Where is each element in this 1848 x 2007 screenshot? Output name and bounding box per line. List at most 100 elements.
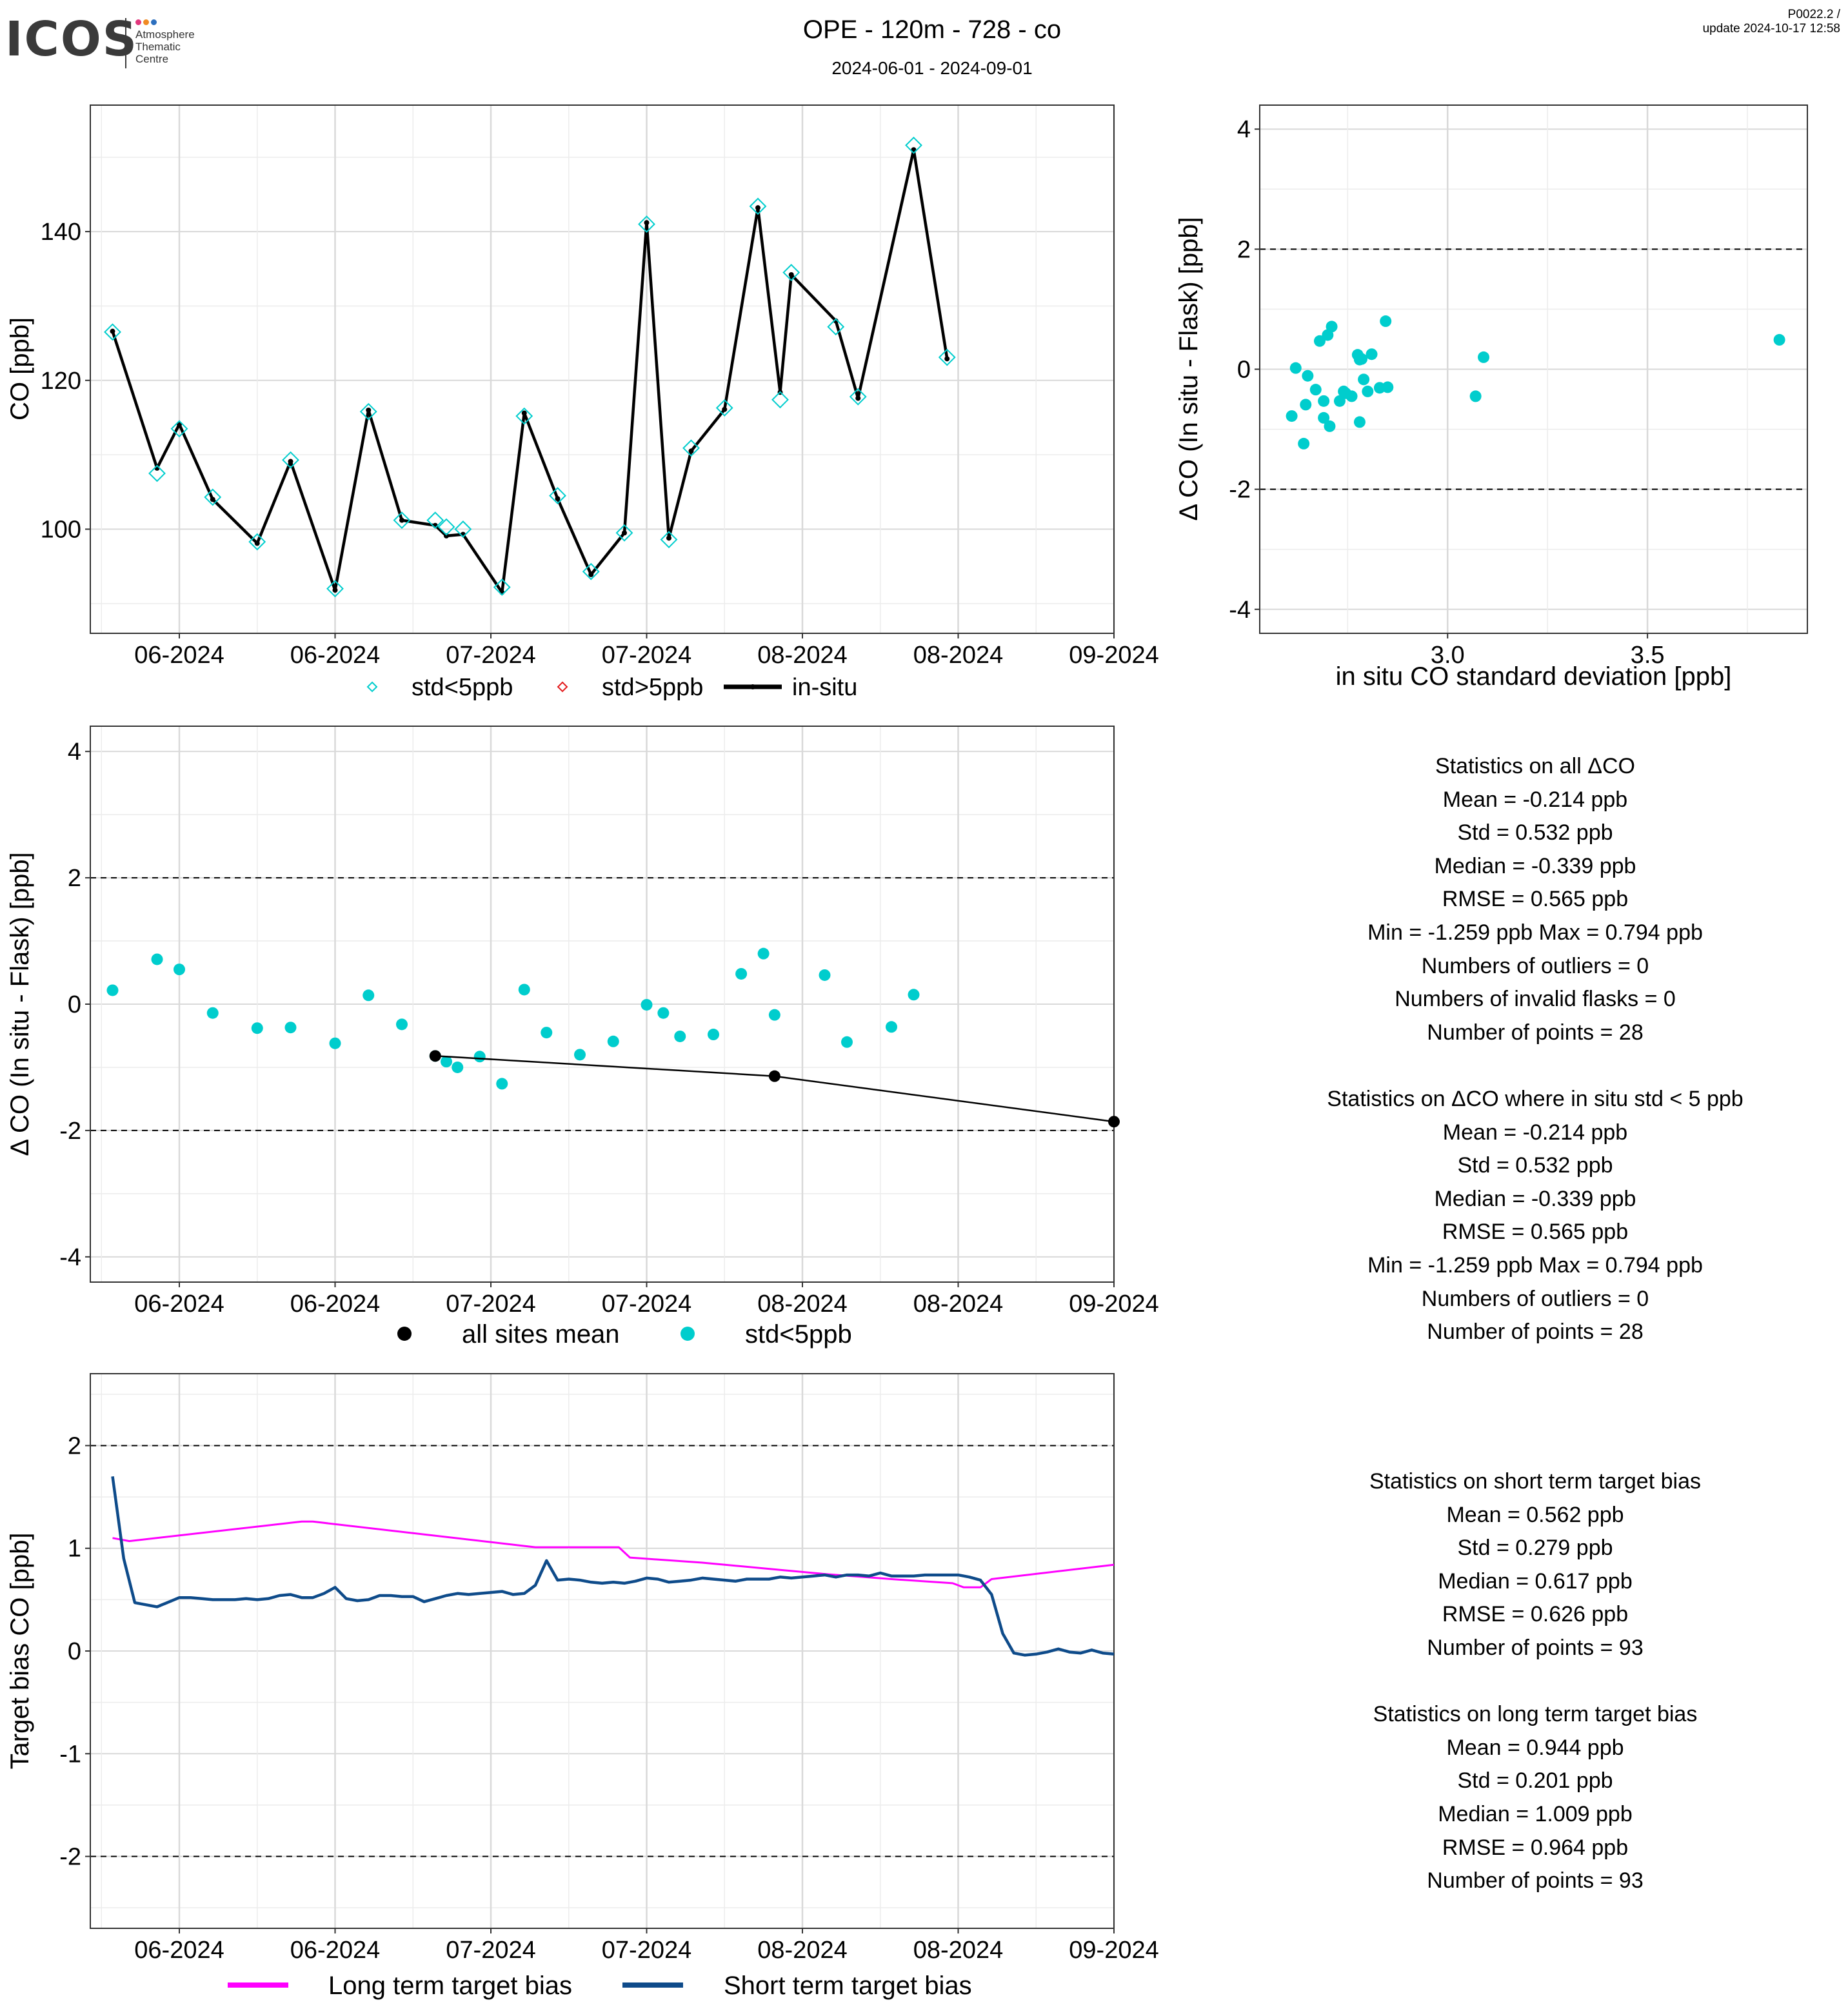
std-lt-5-point: [363, 989, 375, 1002]
logo-subtitle: Atmosphere Thematic Centre: [135, 28, 195, 65]
in-situ-point: [622, 530, 627, 536]
in-situ-point: [788, 272, 794, 278]
std-lt-5-marker: [715, 399, 733, 417]
std-lt-5-point: [452, 1061, 464, 1073]
logo-dot: [151, 19, 157, 25]
logo-text: ICOS: [5, 12, 139, 67]
stat-line: Std = 0.532 ppb: [1457, 820, 1613, 845]
x-tick-label: 07-2024: [602, 642, 691, 669]
y-tick-label: 2: [1237, 236, 1251, 263]
std-lt-5-point: [151, 953, 163, 965]
stat-line: Number of points = 93: [1427, 1868, 1644, 1893]
stat-line: Number of points = 93: [1427, 1635, 1644, 1660]
y-tick-label: 120: [41, 368, 81, 395]
x-tick-label: 07-2024: [446, 642, 535, 669]
std-lt-5-point: [1302, 370, 1314, 382]
long-term-bias-line: [112, 1520, 1115, 1588]
std-lt-5-marker: [426, 511, 444, 529]
std-lt-5-marker: [454, 520, 472, 538]
std-lt-5-point: [1298, 437, 1310, 450]
x-tick-label: 08-2024: [913, 1290, 1003, 1318]
stat-line: Mean = 0.562 ppb: [1446, 1502, 1624, 1527]
logo-divider: [125, 18, 126, 68]
in-situ-line: [111, 148, 949, 594]
y-tick-label: -2: [59, 1118, 81, 1145]
in-situ-point: [944, 356, 950, 362]
in-situ-point: [855, 395, 861, 401]
in-situ-point: [521, 410, 527, 416]
x-tick-label: 06-2024: [290, 642, 380, 669]
std-lt-5-point: [1366, 348, 1378, 361]
std-lt-5-marker: [104, 323, 121, 341]
y-tick-label: 4: [68, 738, 81, 766]
delta-vs-std-chart: 3.0 3.5 -4 -2 0 2 4 Δ CO (In situ - Flask) [ppb…: [1175, 104, 1808, 691]
stat-line: Numbers of outliers = 0: [1421, 1286, 1649, 1311]
in-situ-point: [332, 588, 338, 593]
stat-spacer: [1226, 1049, 1845, 1083]
y-tick-label: 2: [68, 865, 81, 892]
in-situ-point: [110, 328, 115, 334]
y-tick-label: 2: [68, 1432, 81, 1459]
stat-line: Statistics on all ΔCO: [1435, 754, 1635, 778]
stat-line: Min = -1.259 ppb Max = 0.794 ppb: [1367, 920, 1703, 945]
stat-line: RMSE = 0.964 ppb: [1442, 1835, 1629, 1860]
in-situ-point: [444, 533, 449, 539]
std-lt-5-marker: [827, 318, 845, 336]
std-lt-5-point: [251, 1022, 263, 1034]
std-lt-5-point: [1326, 321, 1338, 333]
x-tick-label: 07-2024: [602, 1290, 691, 1318]
std-lt-5-marker: [615, 524, 633, 542]
legend-std-lt-5-marker: [366, 681, 378, 693]
stat-line: RMSE = 0.626 ppb: [1442, 1602, 1629, 1627]
legend-std-lt-5-marker: [681, 1327, 695, 1341]
delta-statistics-panel: Statistics on all ΔCO Mean = -0.214 ppb St…: [1226, 750, 1845, 1349]
stat-line: Statistics on ΔCO where in situ std < 5 …: [1327, 1086, 1744, 1111]
stat-line: Std = 0.532 ppb: [1457, 1153, 1613, 1178]
stat-line: Median = -0.339 ppb: [1434, 1186, 1636, 1211]
legend-label: Short term target bias: [724, 1972, 972, 2000]
std-lt-5-marker: [170, 420, 188, 438]
x-tick-label: 09-2024: [1069, 642, 1158, 669]
all-sites-mean-line: [435, 1055, 1115, 1123]
x-tick-label: 06-2024: [134, 1290, 224, 1318]
std-lt-5-marker: [326, 580, 344, 598]
x-tick-label: 08-2024: [757, 1290, 847, 1318]
std-lt-5-marker: [638, 215, 655, 233]
std-lt-5-point: [641, 998, 653, 1011]
logo-dot: [135, 19, 141, 25]
stat-line: Median = -0.339 ppb: [1434, 853, 1636, 878]
std-lt-5-point: [174, 964, 185, 976]
legend-label: std<5ppb: [412, 674, 513, 701]
std-lt-5-point: [284, 1022, 297, 1034]
x-tick-label: 06-2024: [290, 1290, 380, 1318]
y-tick-label: -4: [1229, 597, 1251, 624]
std-lt-5-point: [1478, 351, 1490, 363]
stat-line: Statistics on long term target bias: [1373, 1702, 1698, 1727]
std-lt-5-point: [1286, 410, 1298, 422]
legend-all-sites-mean-marker: [397, 1327, 412, 1341]
all-sites-mean-point: [768, 1070, 780, 1082]
stat-line: Min = -1.259 ppb Max = 0.794 ppb: [1367, 1252, 1703, 1278]
y-tick-label: 0: [68, 991, 81, 1018]
stat-line: Numbers of invalid flasks = 0: [1395, 987, 1676, 1012]
x-tick-label: 09-2024: [1069, 1290, 1158, 1318]
x-tick-label: 07-2024: [602, 1937, 691, 1964]
x-tick-label: 09-2024: [1069, 1937, 1158, 1964]
x-tick-label: 08-2024: [757, 1937, 847, 1964]
y-tick-label: -2: [59, 1844, 81, 1871]
stat-line: Statistics on short term target bias: [1369, 1469, 1701, 1494]
std-lt-5-point: [441, 1056, 452, 1068]
legend-label: std<5ppb: [745, 1320, 852, 1349]
std-lt-5-marker: [905, 136, 922, 154]
std-lt-5-point: [607, 1035, 619, 1047]
y-axis-label: Δ CO (In situ - Flask) [ppb]: [1175, 217, 1203, 520]
in-situ-point: [366, 407, 372, 413]
y-tick-label: 4: [1237, 116, 1251, 143]
std-lt-5-marker: [938, 348, 956, 366]
std-lt-5-point: [473, 1051, 486, 1063]
co-timeseries-chart: 06-2024 06-2024 07-2024 07-2024 08-2024 08-20…: [6, 104, 1159, 701]
icos-logo: ICOS Atmosphere Thematic Centre: [5, 12, 212, 70]
x-tick-label: 08-2024: [913, 1937, 1003, 1964]
legend-label: Long term target bias: [328, 1972, 572, 2000]
x-tick-label: 08-2024: [757, 642, 847, 669]
